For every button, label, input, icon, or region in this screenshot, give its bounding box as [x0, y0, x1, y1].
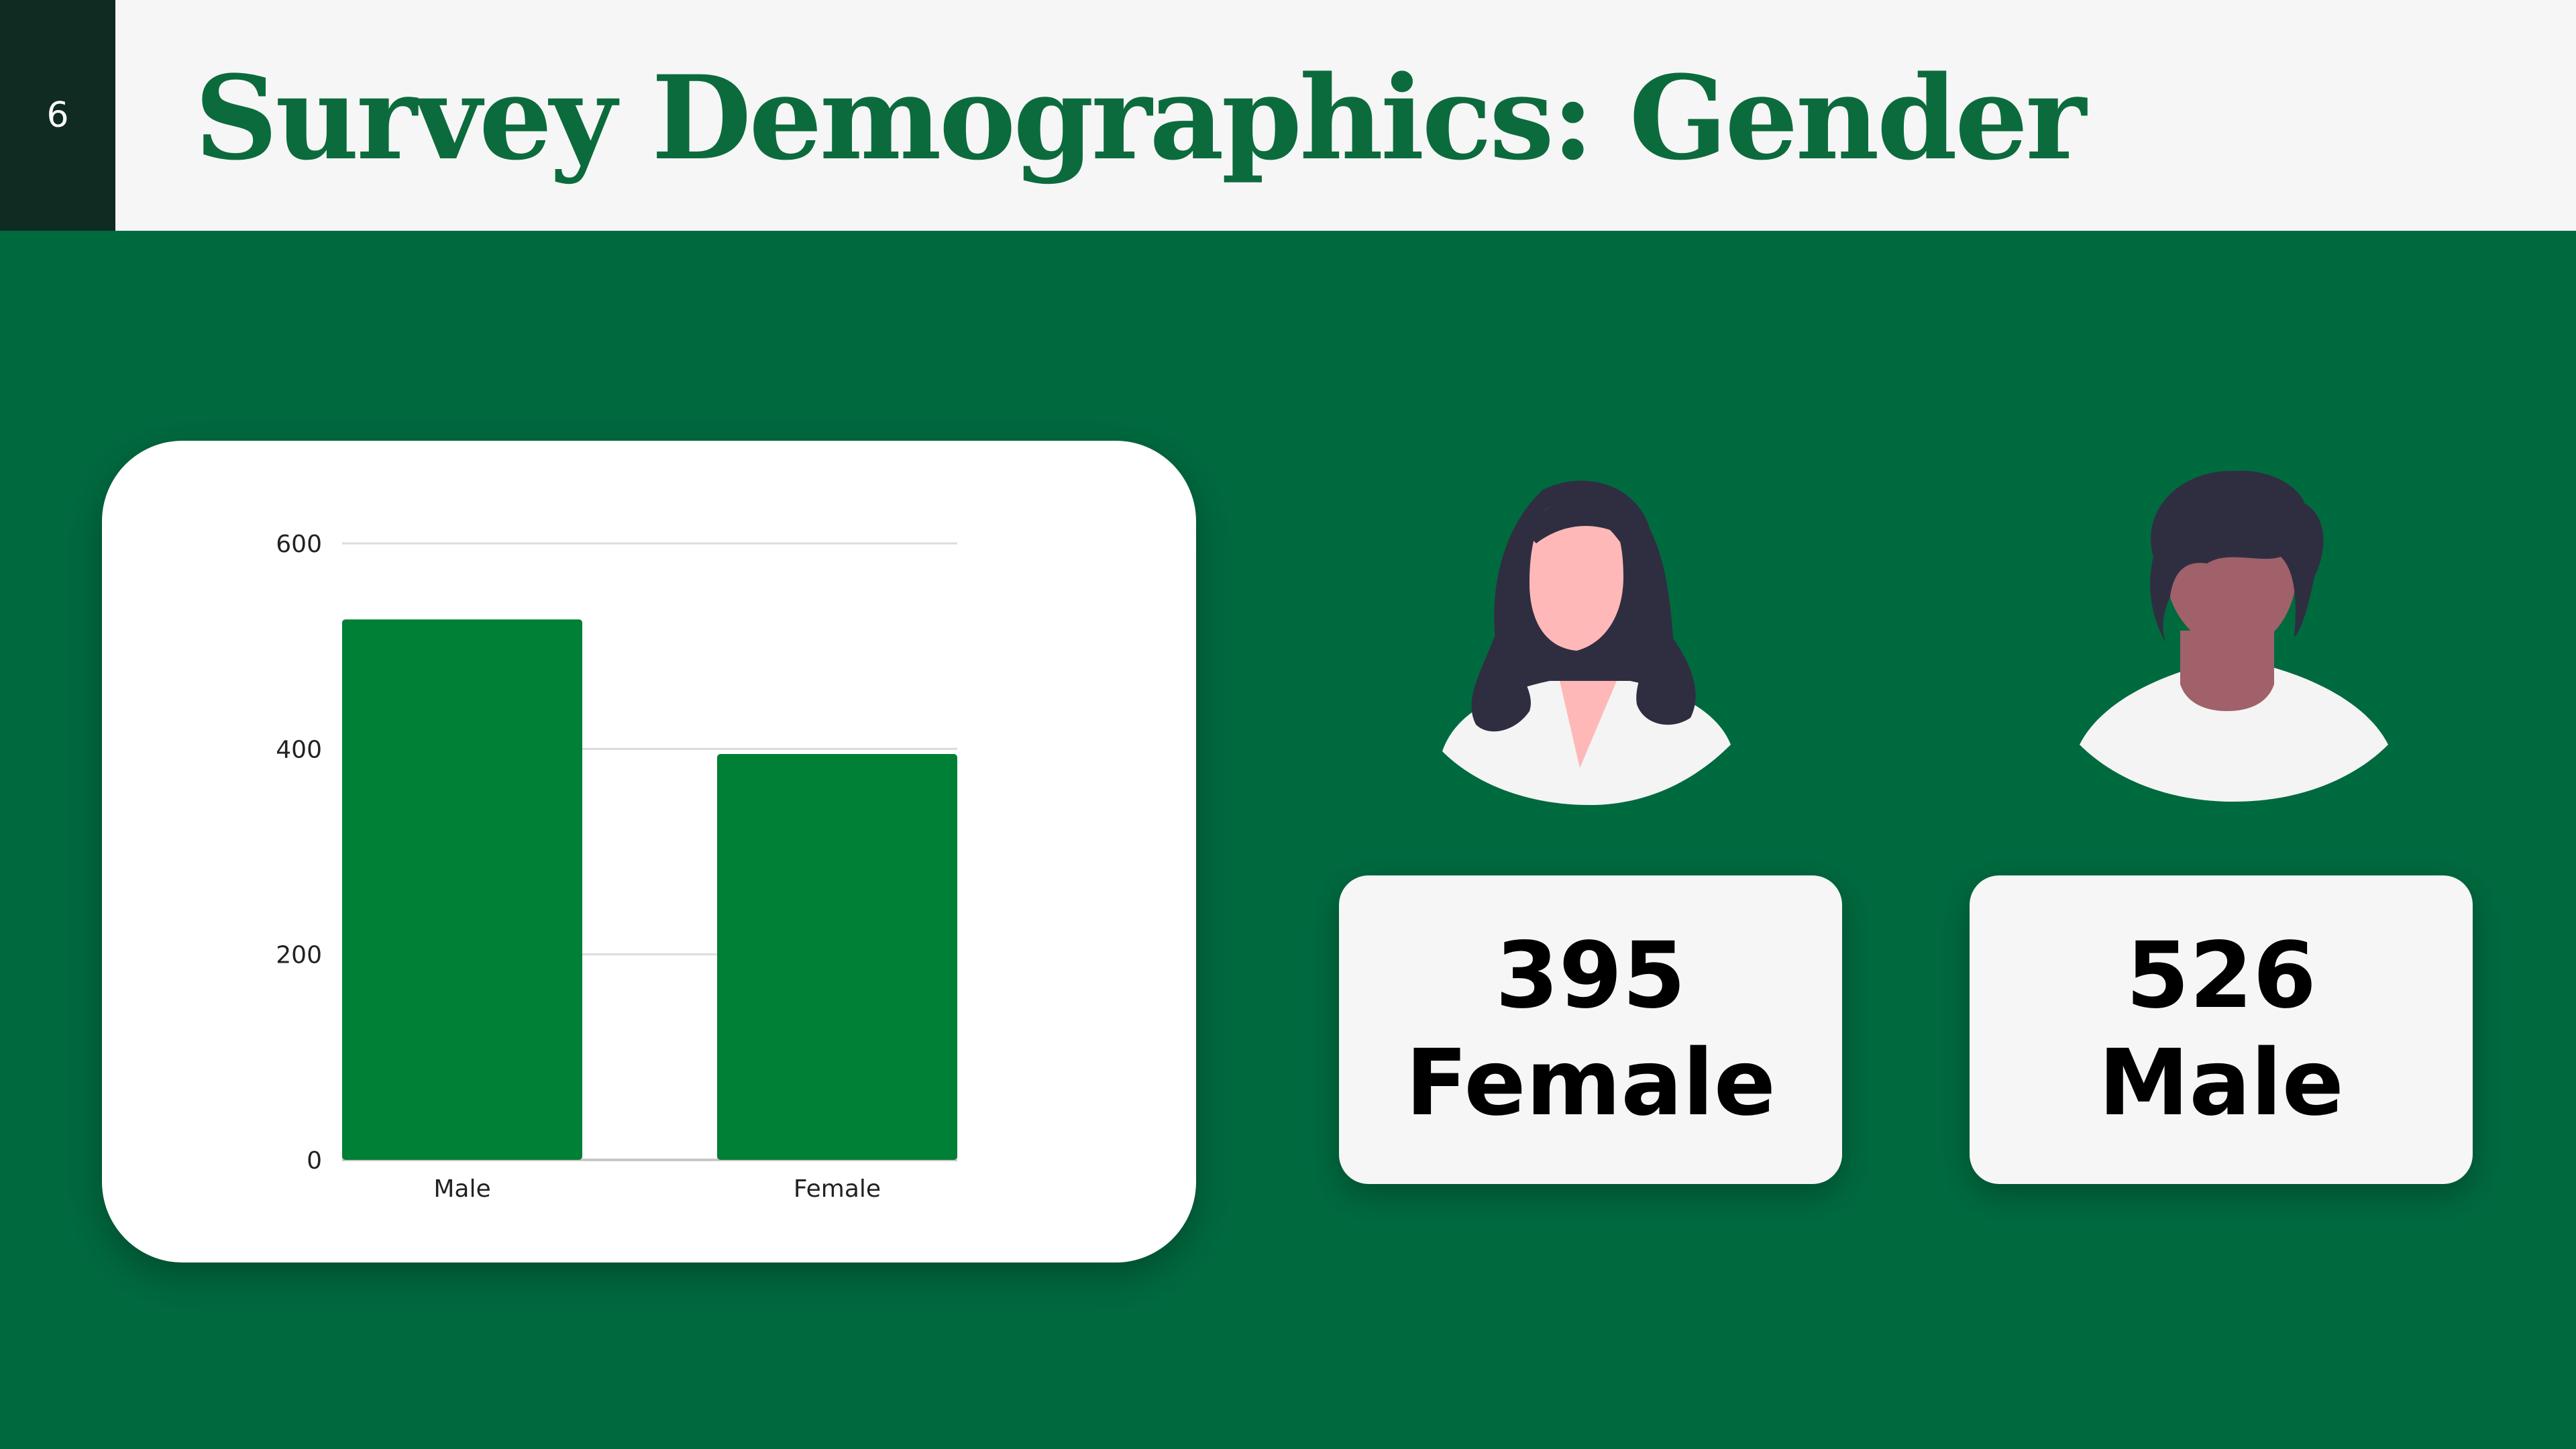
male-label: Male [2098, 1030, 2344, 1136]
header-bar: 6 Survey Demographics: Gender [0, 0, 2576, 231]
male-count: 526 [2126, 923, 2316, 1029]
female-count-card: 395 Female [1339, 875, 1842, 1184]
male-avatar-icon [2080, 470, 2388, 802]
chart-card: 0 200 400 600 Male Female [102, 441, 1196, 1263]
bar-chart: 0 200 400 600 Male Female [276, 531, 957, 1203]
page-title: Survey Demographics: Gender [195, 49, 2086, 186]
bar-male [342, 619, 582, 1160]
female-avatar-icon [1442, 480, 1731, 805]
y-tick-label: 0 [307, 1147, 322, 1175]
y-tick-label: 200 [276, 942, 322, 969]
male-count-card: 526 Male [1970, 875, 2473, 1184]
x-tick-label: Female [794, 1175, 881, 1203]
female-count: 395 [1495, 923, 1686, 1029]
female-label: Female [1405, 1030, 1776, 1136]
bar-female [717, 753, 957, 1160]
y-tick-label: 400 [276, 736, 322, 763]
page-number: 6 [46, 95, 69, 136]
x-tick-label: Male [433, 1175, 490, 1203]
y-tick-label: 600 [276, 531, 322, 558]
page-number-box: 6 [0, 0, 115, 231]
